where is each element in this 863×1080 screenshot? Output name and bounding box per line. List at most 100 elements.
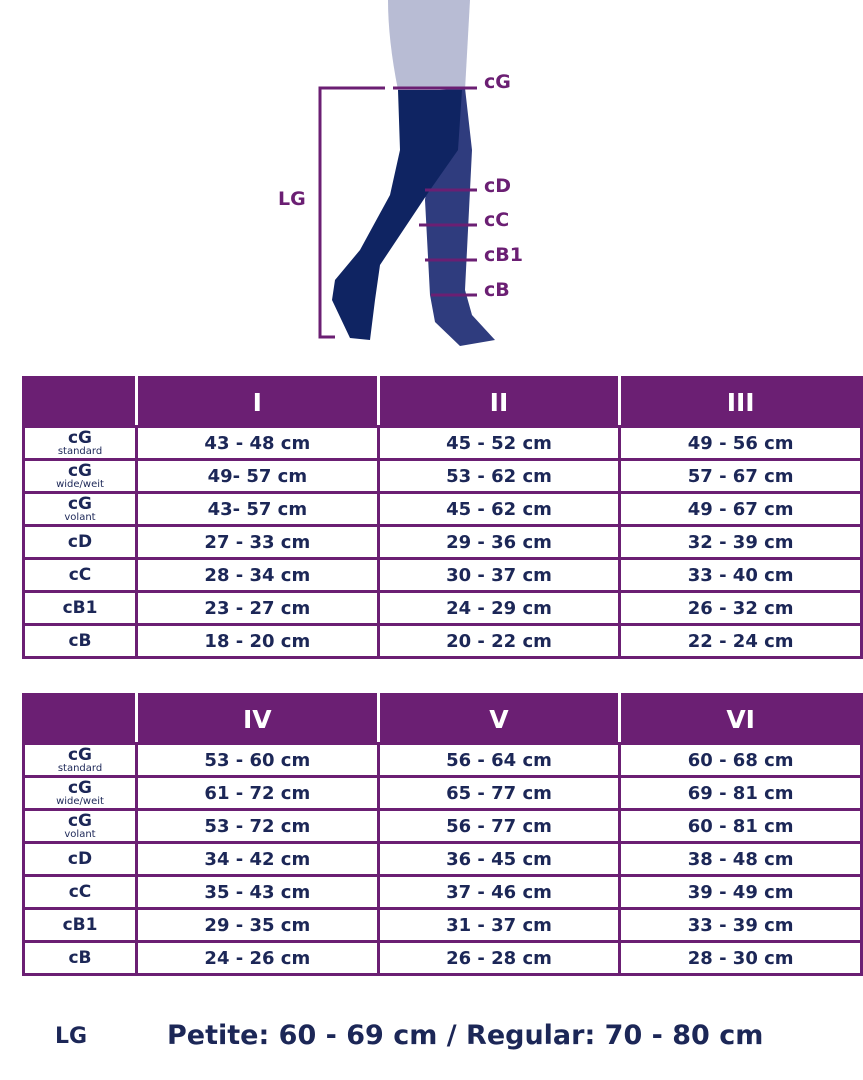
size-value: 60 - 68 cm <box>618 742 863 778</box>
size-value: 30 - 37 cm <box>376 557 622 593</box>
size-header: II <box>376 376 622 428</box>
table-row: cC 28 - 34 cm 30 - 37 cm 33 - 40 cm <box>22 557 863 593</box>
size-header: VI <box>618 693 863 745</box>
measure-label: cG standard <box>22 742 138 778</box>
measure-variant: standard <box>57 445 103 457</box>
size-value: 22 - 24 cm <box>618 623 863 659</box>
measure-label: cB <box>22 940 138 976</box>
measure-name: cC <box>68 565 92 585</box>
size-header <box>22 693 138 745</box>
table-row: cB1 23 - 27 cm 24 - 29 cm 26 - 32 cm <box>22 590 863 626</box>
lg-label: LG <box>278 188 306 210</box>
size-header: I <box>135 376 380 428</box>
size-value: 53 - 62 cm <box>376 458 622 494</box>
measure-label: cG volant <box>22 808 138 844</box>
measure-label: cG wide/weit <box>22 458 138 494</box>
measure-name: cG <box>67 427 93 448</box>
size-value: 57 - 67 cm <box>618 458 863 494</box>
measure-label: cD <box>22 524 138 560</box>
table-row: cB 18 - 20 cm 20 - 22 cm 22 - 24 cm <box>22 623 863 659</box>
measure-name: cC <box>68 882 92 902</box>
measure-variant: volant <box>64 511 96 523</box>
table-row: cD 34 - 42 cm 36 - 45 cm 38 - 48 cm <box>22 841 863 877</box>
size-value: 38 - 48 cm <box>618 841 863 877</box>
measure-label: cC <box>22 557 138 593</box>
table-row: cG volant 43- 57 cm 45 - 62 cm 49 - 67 cm <box>22 491 863 527</box>
table-row: cB 24 - 26 cm 26 - 28 cm 28 - 30 cm <box>22 940 863 976</box>
size-value: 29 - 36 cm <box>376 524 622 560</box>
table-row: cG standard 53 - 60 cm 56 - 64 cm 60 - 68 cm <box>22 742 863 778</box>
size-value: 49- 57 cm <box>135 458 380 494</box>
size-value: 34 - 42 cm <box>135 841 380 877</box>
table-row: cC 35 - 43 cm 37 - 46 cm 39 - 49 cm <box>22 874 863 910</box>
measure-label: cB1 <box>22 590 138 626</box>
size-value: 53 - 60 cm <box>135 742 380 778</box>
measure-label: cG wide/weit <box>22 775 138 811</box>
table-row: cB1 29 - 35 cm 31 - 37 cm 33 - 39 cm <box>22 907 863 943</box>
stocking-leg-illustration: LG cG cD cC cB1 cB <box>260 0 540 350</box>
size-value: 60 - 81 cm <box>618 808 863 844</box>
size-value: 28 - 30 cm <box>618 940 863 976</box>
measure-name: cB <box>68 948 92 968</box>
size-value: 61 - 72 cm <box>135 775 380 811</box>
leg-length-footer: LG Petite: 60 - 69 cm / Regular: 70 - 80… <box>0 1018 863 1058</box>
measure-name: cB1 <box>62 915 98 935</box>
footer-text: Petite: 60 - 69 cm / Regular: 70 - 80 cm <box>167 1020 764 1051</box>
measure-variant: standard <box>57 762 103 774</box>
size-value: 56 - 64 cm <box>376 742 622 778</box>
size-value: 53 - 72 cm <box>135 808 380 844</box>
size-table-1: I II III cG standard 43 - 48 cm 45 - 52 cm 49 -… <box>22 376 863 659</box>
size-value: 20 - 22 cm <box>376 623 622 659</box>
measure-name: cD <box>67 849 93 869</box>
cc-label: cC <box>484 209 510 231</box>
size-value: 31 - 37 cm <box>376 907 622 943</box>
measure-variant: wide/weit <box>56 478 104 490</box>
size-header <box>22 376 138 428</box>
cg-label: cG <box>484 71 511 93</box>
measure-name: cG <box>67 744 93 765</box>
table-row: cG standard 43 - 48 cm 45 - 52 cm 49 - 56 cm <box>22 425 863 461</box>
size-header: III <box>618 376 863 428</box>
size-value: 26 - 28 cm <box>376 940 622 976</box>
size-value: 28 - 34 cm <box>135 557 380 593</box>
size-value: 23 - 27 cm <box>135 590 380 626</box>
measure-label: cG standard <box>22 425 138 461</box>
footer-label: LG <box>55 1024 88 1049</box>
size-value: 49 - 67 cm <box>618 491 863 527</box>
measure-name: cD <box>67 532 93 552</box>
size-value: 37 - 46 cm <box>376 874 622 910</box>
size-value: 43- 57 cm <box>135 491 380 527</box>
size-value: 39 - 49 cm <box>618 874 863 910</box>
table-row: cD 27 - 33 cm 29 - 36 cm 32 - 39 cm <box>22 524 863 560</box>
size-header: V <box>376 693 622 745</box>
header-row: IV V VI <box>22 693 863 745</box>
measure-name: cB1 <box>62 598 98 618</box>
measure-label: cG volant <box>22 491 138 527</box>
leg-drawing <box>318 0 495 346</box>
size-value: 43 - 48 cm <box>135 425 380 461</box>
size-value: 33 - 40 cm <box>618 557 863 593</box>
size-value: 33 - 39 cm <box>618 907 863 943</box>
size-value: 69 - 81 cm <box>618 775 863 811</box>
measure-label: cB1 <box>22 907 138 943</box>
size-value: 24 - 26 cm <box>135 940 380 976</box>
cb-label: cB <box>484 279 510 301</box>
measure-name: cB <box>68 631 92 651</box>
header-row: I II III <box>22 376 863 428</box>
size-value: 49 - 56 cm <box>618 425 863 461</box>
cb1-label: cB1 <box>484 244 523 266</box>
measure-label: cD <box>22 841 138 877</box>
measure-name: cG <box>67 777 93 798</box>
size-table-2: IV V VI cG standard 53 - 60 cm 56 - 64 cm 60 - … <box>22 693 863 976</box>
measure-variant: volant <box>64 828 96 840</box>
size-value: 24 - 29 cm <box>376 590 622 626</box>
measure-name: cG <box>67 460 93 481</box>
size-value: 29 - 35 cm <box>135 907 380 943</box>
cd-label: cD <box>484 175 512 197</box>
table-row: cG wide/weit 61 - 72 cm 65 - 77 cm 69 - 81 c… <box>22 775 863 811</box>
measure-name: cG <box>67 493 93 514</box>
size-value: 18 - 20 cm <box>135 623 380 659</box>
measure-label: cB <box>22 623 138 659</box>
size-value: 45 - 62 cm <box>376 491 622 527</box>
size-value: 32 - 39 cm <box>618 524 863 560</box>
